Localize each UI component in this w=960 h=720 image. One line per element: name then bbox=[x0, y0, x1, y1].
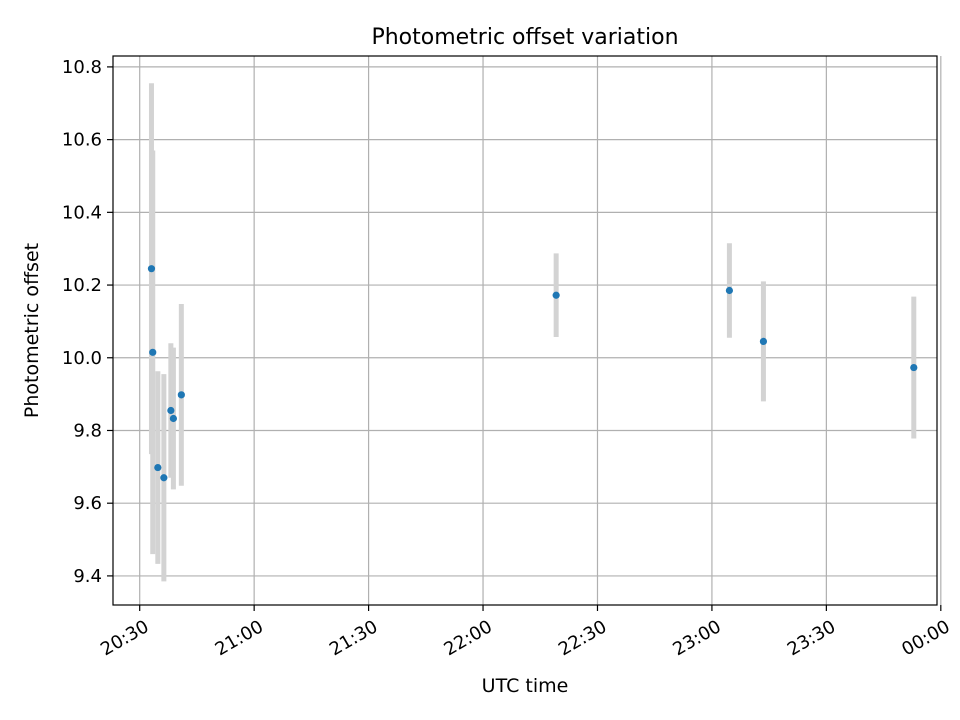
data-point bbox=[552, 291, 560, 299]
data-point bbox=[759, 337, 768, 346]
y-tick-label: 10.4 bbox=[62, 202, 102, 223]
grid bbox=[113, 56, 942, 605]
data-point bbox=[154, 463, 162, 472]
data-point bbox=[147, 265, 156, 273]
x-tick-label: 23:00 bbox=[669, 616, 724, 660]
x-tick-label: 20:30 bbox=[97, 616, 152, 660]
y-tick-label: 10.8 bbox=[62, 57, 102, 78]
data-point bbox=[177, 391, 185, 399]
y-axis-label: Photometric offset bbox=[21, 243, 43, 418]
y-tick-label: 10.6 bbox=[62, 130, 102, 151]
y-tick-label: 9.8 bbox=[73, 420, 102, 441]
x-tick-label: 21:30 bbox=[326, 616, 381, 660]
y-tick-label: 10.0 bbox=[62, 348, 102, 369]
plot-area bbox=[147, 83, 918, 582]
x-tick-label: 21:00 bbox=[212, 616, 267, 660]
data-point bbox=[725, 286, 734, 295]
data-point bbox=[910, 363, 918, 372]
axis-ticks: 20:30 21:00 21:30 22:00 22:30 23:00 23:30 00:00… bbox=[62, 57, 954, 660]
x-axis-label: UTC time bbox=[482, 675, 569, 697]
y-tick-label: 9.4 bbox=[73, 566, 102, 587]
data-point bbox=[167, 406, 175, 415]
data-point bbox=[160, 474, 168, 482]
x-tick-label: 00:00 bbox=[898, 616, 953, 660]
axes-frame bbox=[112, 55, 938, 606]
data-point bbox=[149, 348, 157, 356]
x-tick-label: 22:00 bbox=[441, 616, 496, 660]
x-tick-label: 23:30 bbox=[784, 616, 839, 660]
data-point bbox=[169, 414, 178, 423]
y-tick-label: 10.2 bbox=[62, 275, 102, 296]
x-tick-label: 22:30 bbox=[555, 616, 610, 660]
chart-title: Photometric offset variation bbox=[371, 25, 678, 50]
y-tick-label: 9.6 bbox=[73, 493, 102, 514]
